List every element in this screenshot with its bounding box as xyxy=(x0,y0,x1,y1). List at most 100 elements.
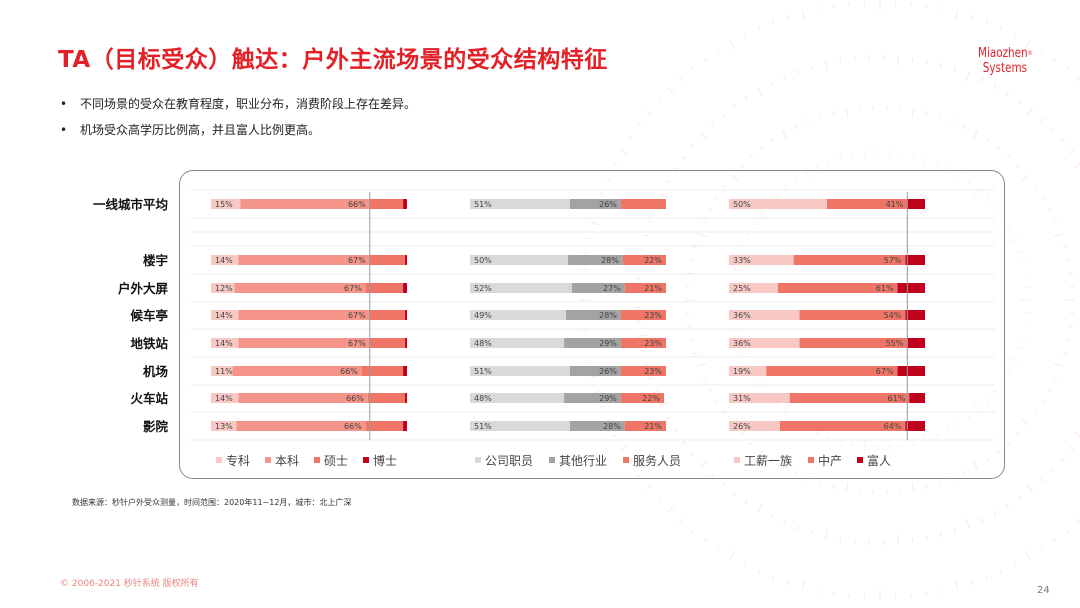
decor-tick xyxy=(689,258,695,261)
decor-tick xyxy=(772,19,775,25)
decor-tick xyxy=(910,593,912,599)
bar-segment xyxy=(766,366,898,376)
bar-segment xyxy=(403,421,407,431)
legend-label: 本科 xyxy=(275,454,299,468)
decor-tick xyxy=(686,272,692,275)
bar-segment xyxy=(211,255,239,265)
decor-tick xyxy=(965,518,970,529)
decor-tick xyxy=(729,550,736,561)
decor-tick xyxy=(1040,117,1045,122)
decor-tick xyxy=(817,588,820,594)
bar-segment xyxy=(569,421,625,431)
decor-tick xyxy=(911,107,915,118)
decor-tick xyxy=(815,164,819,170)
decor-tick xyxy=(703,57,708,62)
bar-segment xyxy=(568,255,623,265)
decor-tick xyxy=(853,538,856,544)
decor-tick xyxy=(985,457,990,462)
decor-tick xyxy=(897,534,899,545)
decor-tick xyxy=(1017,99,1022,105)
decor-tick xyxy=(819,114,822,120)
logo-registered-mark: ® xyxy=(1027,50,1033,57)
data-label: 67% xyxy=(344,284,362,293)
decor-tick xyxy=(999,25,1003,31)
decor-tick xyxy=(786,580,790,586)
decor-tick xyxy=(925,3,928,9)
decor-tick xyxy=(1053,220,1059,224)
data-label: 23% xyxy=(644,311,662,320)
decor-tick xyxy=(859,488,861,494)
decor-tick xyxy=(953,528,957,534)
decor-tick xyxy=(782,459,788,470)
decor-tick xyxy=(681,155,687,160)
decor-tick xyxy=(967,180,972,185)
decor-tick xyxy=(701,220,707,224)
bar-segment xyxy=(729,393,790,403)
decor-tick xyxy=(804,169,811,180)
decor-tick xyxy=(707,208,713,212)
decor-tick xyxy=(939,62,943,68)
bar-segment xyxy=(470,421,570,431)
data-label: 28% xyxy=(599,311,617,320)
bar-segment xyxy=(778,283,898,293)
decor-tick xyxy=(1026,483,1034,492)
bullet-list: • 不同场景的受众在教育程度，职业分布，消费阶段上存在差异。 • 机场受众高学历比例… xyxy=(60,94,416,146)
decor-tick xyxy=(665,416,671,420)
page-number: 24 xyxy=(1037,585,1050,596)
decor-tick xyxy=(732,491,737,497)
bar-segment xyxy=(369,338,406,348)
bar-segment xyxy=(211,393,239,403)
copyright: © 2006-2021 秒针系统 版权所有 xyxy=(60,579,199,589)
decor-tick xyxy=(770,138,775,143)
decor-tick xyxy=(851,152,854,158)
decor-tick xyxy=(646,485,652,490)
bar-segment xyxy=(405,255,407,265)
decor-tick xyxy=(793,176,798,182)
data-label: 22% xyxy=(644,256,662,265)
decor-tick xyxy=(1006,369,1012,373)
decor-tick xyxy=(1016,347,1022,350)
data-label: 27% xyxy=(603,284,621,293)
bar-segment xyxy=(234,283,366,293)
decor-tick xyxy=(796,69,800,75)
data-label: 51% xyxy=(474,422,492,431)
decor-tick xyxy=(985,19,988,25)
decor-tick xyxy=(1022,274,1028,277)
bar-segment xyxy=(470,199,570,209)
logo-line-1: Miaozhen xyxy=(978,46,1028,61)
decor-tick xyxy=(1006,440,1011,446)
bar-segment xyxy=(369,199,404,209)
decor-tick xyxy=(696,232,707,238)
decor-tick xyxy=(899,488,901,494)
category-label: 候车亭 xyxy=(130,308,168,323)
decor-tick xyxy=(1021,418,1030,426)
legend-label: 公司职员 xyxy=(485,454,533,468)
data-label: 36% xyxy=(733,311,751,320)
bar-segment xyxy=(729,255,794,265)
data-label: 28% xyxy=(601,256,619,265)
decor-tick xyxy=(946,428,950,434)
decor-tick xyxy=(993,206,998,211)
decor-tick xyxy=(899,106,901,112)
data-label: 67% xyxy=(348,256,366,265)
decor-tick xyxy=(912,441,915,447)
decor-tick xyxy=(716,547,720,552)
data-label: 25% xyxy=(733,284,751,293)
decor-tick xyxy=(757,25,761,31)
decor-tick xyxy=(656,497,662,502)
category-label: 一线城市平均 xyxy=(93,197,168,212)
decor-tick xyxy=(863,150,866,161)
decor-tick xyxy=(656,98,662,103)
decor-tick xyxy=(845,482,849,493)
bar-segment xyxy=(624,421,666,431)
decor-tick xyxy=(1020,262,1026,265)
bar-segment xyxy=(211,366,233,376)
decor-tick xyxy=(646,110,652,115)
logo-line-2: Systems xyxy=(982,61,1027,76)
decor-tick xyxy=(583,252,589,255)
decor-tick xyxy=(1062,351,1068,355)
category-label: 火车站 xyxy=(130,391,168,406)
decor-tick xyxy=(1077,518,1080,523)
decor-tick xyxy=(1006,154,1011,160)
bullet-text: 机场受众高学历比例高，并且富人比例更高。 xyxy=(80,123,321,137)
